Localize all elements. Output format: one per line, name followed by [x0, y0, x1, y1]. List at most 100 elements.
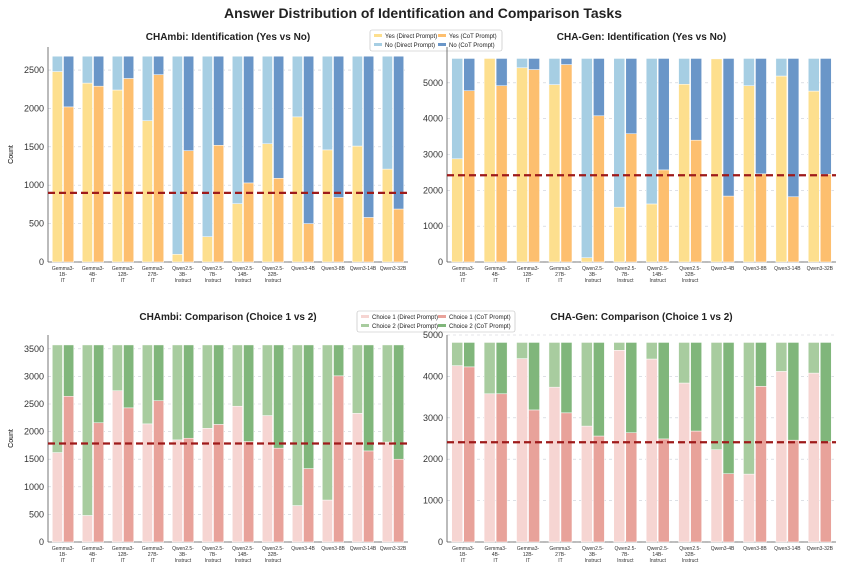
- bar-choice-2-cot-prompt-: [153, 344, 164, 401]
- y-tick-label: 1500: [24, 142, 44, 152]
- bar-choice-2-direct-prompt-: [262, 344, 273, 416]
- x-tick-line: Gemma3-: [52, 266, 75, 272]
- bar-no-direct-prompt-: [202, 55, 213, 237]
- bar-no-direct-prompt-: [352, 55, 363, 147]
- bar-choice-1-cot-prompt-: [722, 473, 735, 543]
- bar-choice-2-cot-prompt-: [625, 342, 638, 433]
- x-tick-line: Qwen2.5-: [262, 546, 284, 552]
- x-tick-line: Instruct: [265, 558, 282, 564]
- bar-no-cot-prompt-: [123, 55, 134, 79]
- bar-choice-2-direct-prompt-: [483, 342, 496, 395]
- x-tick-line: Instruct: [650, 558, 667, 564]
- x-tick-line: Qwen3-32B: [807, 546, 834, 552]
- bar-no-direct-prompt-: [52, 55, 63, 72]
- legend-swatch: [361, 315, 369, 318]
- x-tick-line: Gemma3-: [485, 266, 508, 272]
- y-tick-label: 2000: [423, 185, 443, 195]
- x-tick-line: IT: [461, 278, 465, 284]
- bar-choice-1-direct-prompt-: [678, 382, 690, 543]
- x-tick-label: Gemma3-4B-IT: [82, 546, 105, 564]
- y-tick-label: 1000: [423, 496, 443, 506]
- x-tick-line: Gemma3-: [142, 266, 165, 272]
- x-tick-line: Instruct: [682, 558, 699, 564]
- legend-label: No (CoT Prompt): [449, 43, 495, 49]
- y-tick-label: 1000: [423, 221, 443, 231]
- bar-choice-2-cot-prompt-: [657, 342, 670, 440]
- x-tick-line: 27B-: [555, 272, 566, 278]
- x-tick-line: Qwen3-4B: [711, 266, 735, 272]
- bar-choice-2-direct-prompt-: [516, 342, 528, 359]
- x-tick-line: Gemma3-: [82, 546, 105, 552]
- x-tick-label: Qwen2.5-7B-Instruct: [614, 546, 636, 564]
- y-tick-label: 2000: [24, 427, 44, 437]
- x-tick-line: Qwen3-4B: [291, 546, 315, 552]
- bar-no-cot-prompt-: [463, 58, 475, 91]
- x-tick-label: Qwen2.5-32B-Instruct: [679, 546, 701, 564]
- y-tick-label: 3000: [423, 150, 443, 160]
- y-tick-label: 3000: [423, 413, 443, 423]
- legend-label: Choice 1 (Direct Prompt): [372, 315, 438, 321]
- x-tick-label: Qwen2.5-7B-Instruct: [202, 546, 224, 564]
- bar-no-direct-prompt-: [743, 58, 755, 86]
- bar-choice-2-direct-prompt-: [82, 344, 93, 516]
- chart-title: CHAmbi: Identification (Yes vs No): [146, 32, 310, 43]
- x-tick-label: Qwen2.5-14B-Instruct: [232, 266, 254, 284]
- chart-title: CHAmbi: Comparison (Choice 1 vs 2): [139, 312, 316, 323]
- x-tick-label: Qwen3-4B: [711, 546, 735, 552]
- x-tick-line: 27B-: [148, 272, 159, 278]
- x-tick-line: IT: [558, 278, 562, 284]
- bar-no-cot-prompt-: [593, 58, 605, 117]
- bar-choice-2-direct-prompt-: [322, 344, 333, 501]
- x-tick-line: 3B-: [179, 272, 187, 278]
- bar-choice-1-direct-prompt-: [710, 449, 723, 543]
- bar-no-direct-prompt-: [82, 55, 93, 84]
- x-tick-label: Qwen3-14B: [350, 266, 377, 272]
- y-tick-label: 2000: [24, 103, 44, 113]
- chart-title: CHA-Gen: Comparison (Choice 1 vs 2): [550, 312, 732, 323]
- bar-choice-1-cot-prompt-: [787, 439, 800, 543]
- bar-choice-2-cot-prompt-: [123, 344, 134, 409]
- x-tick-line: Gemma3-: [142, 546, 165, 552]
- x-tick-line: Gemma3-: [112, 266, 135, 272]
- y-tick-label: 0: [39, 257, 44, 267]
- bar-choice-2-cot-prompt-: [690, 342, 702, 432]
- x-tick-label: Gemma3-4B-IT: [82, 266, 105, 284]
- x-tick-line: Instruct: [265, 278, 282, 284]
- bar-choice-1-cot-prompt-: [463, 366, 475, 543]
- x-tick-label: Qwen3-4B: [291, 546, 315, 552]
- bar-no-direct-prompt-: [322, 55, 333, 151]
- x-tick-line: IT: [558, 558, 562, 564]
- bar-yes-direct-prompt-: [483, 58, 496, 263]
- x-tick-label: Qwen2.5-3B-Instruct: [172, 546, 194, 564]
- bar-choice-2-direct-prompt-: [678, 342, 690, 384]
- y-tick-label: 3500: [24, 344, 44, 354]
- bar-no-direct-prompt-: [262, 55, 273, 144]
- x-tick-line: Qwen2.5-: [614, 546, 636, 552]
- x-tick-line: Gemma3-: [517, 546, 540, 552]
- x-tick-line: Qwen2.5-: [172, 546, 194, 552]
- bar-no-direct-prompt-: [451, 58, 463, 160]
- bar-choice-1-cot-prompt-: [755, 386, 767, 543]
- x-tick-line: 7B-: [209, 552, 217, 558]
- x-tick-line: 4B-: [89, 272, 97, 278]
- x-tick-line: Qwen3-8B: [321, 266, 345, 272]
- legend-swatch: [374, 43, 382, 46]
- x-tick-line: IT: [151, 558, 155, 564]
- bar-no-cot-prompt-: [690, 58, 702, 141]
- bar-choice-2-cot-prompt-: [463, 342, 475, 368]
- x-tick-line: Instruct: [175, 558, 192, 564]
- bar-choice-1-direct-prompt-: [645, 358, 658, 543]
- figure-title: Answer Distribution of Identification an…: [223, 5, 622, 21]
- bar-choice-1-cot-prompt-: [495, 393, 508, 543]
- y-tick-label: 4000: [423, 114, 443, 124]
- x-tick-line: 14B-: [238, 272, 249, 278]
- x-tick-line: Instruct: [235, 558, 252, 564]
- bar-choice-2-cot-prompt-: [333, 344, 344, 377]
- x-tick-label: Gemma3-1B-IT: [452, 546, 475, 564]
- x-tick-line: Gemma3-: [517, 266, 540, 272]
- x-tick-line: 3B-: [179, 552, 187, 558]
